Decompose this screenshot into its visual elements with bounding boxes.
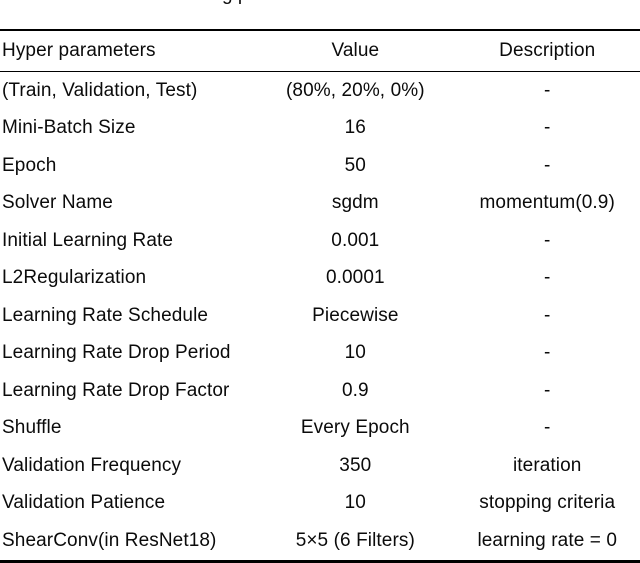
value-cell: 350 — [339, 454, 372, 476]
description-cell: - — [543, 304, 551, 326]
value-cell: sgdm — [331, 192, 379, 214]
table-row: Learning Rate Drop Factor 0.9 - — [0, 372, 640, 410]
table-row: ShearConv(in ResNet18) 5×5 (6 Filters) l… — [0, 522, 640, 561]
header-row: Hyper parameters Value Description — [0, 30, 640, 72]
description-cell: stopping criteria — [479, 492, 616, 514]
description-cell: - — [543, 342, 551, 364]
column-header-description: Description — [454, 30, 640, 72]
value-cell: 10 — [344, 492, 366, 514]
param-name-cell: Shuffle — [2, 417, 62, 439]
param-name-cell: Learning Rate Drop Period — [2, 342, 231, 364]
table-row: Learning Rate Schedule Piecewise - — [0, 297, 640, 335]
value-cell: Piecewise — [312, 304, 399, 326]
table-row: Mini-Batch Size 16 - — [0, 110, 640, 148]
value-cell: 5×5 (6 Filters) — [295, 529, 415, 551]
value-cell: (80%, 20%, 0%) — [285, 79, 425, 101]
caption-fragment-text: g p — [222, 0, 248, 6]
description-cell: - — [543, 379, 551, 401]
table-row: Initial Learning Rate 0.001 - — [0, 222, 640, 260]
param-name-cell: Validation Patience — [2, 492, 166, 514]
param-name-cell: ShearConv(in ResNet18) — [2, 529, 217, 551]
param-name-cell: Solver Name — [2, 192, 113, 214]
table-body: (Train, Validation, Test) (80%, 20%, 0%)… — [0, 72, 640, 562]
description-cell: - — [543, 417, 551, 439]
param-name-cell: (Train, Validation, Test) — [2, 79, 198, 101]
param-name-cell: L2Regularization — [2, 267, 147, 289]
table-row: Validation Patience 10 stopping criteria — [0, 485, 640, 523]
table-row: Shuffle Every Epoch - — [0, 410, 640, 448]
table-row: (Train, Validation, Test) (80%, 20%, 0%)… — [0, 72, 640, 110]
param-name-cell: Learning Rate Schedule — [2, 304, 209, 326]
value-cell: 50 — [344, 154, 366, 176]
value-cell: 10 — [344, 342, 366, 364]
table-row: Learning Rate Drop Period 10 - — [0, 335, 640, 373]
value-cell: 0.001 — [331, 229, 380, 251]
value-cell: 0.0001 — [325, 267, 385, 289]
param-name-cell: Mini-Batch Size — [2, 117, 136, 139]
value-cell: 16 — [344, 117, 366, 139]
column-header-hyper-parameters: Hyper parameters — [0, 30, 257, 72]
param-name-cell: Learning Rate Drop Factor — [2, 379, 230, 401]
value-cell: 0.9 — [341, 379, 369, 401]
table-row: Epoch 50 - — [0, 147, 640, 185]
description-cell: learning rate = 0 — [477, 529, 617, 551]
description-cell: momentum(0.9) — [479, 192, 615, 214]
param-name-cell: Epoch — [2, 154, 57, 176]
description-cell: - — [543, 229, 551, 251]
description-cell: iteration — [512, 454, 582, 476]
hyperparameters-table: Hyper parameters Value Description (Trai… — [0, 29, 640, 563]
description-cell: - — [543, 117, 551, 139]
param-name-cell: Initial Learning Rate — [2, 229, 174, 251]
table-header: Hyper parameters Value Description — [0, 30, 640, 72]
param-name-cell: Validation Frequency — [2, 454, 182, 476]
column-header-value: Value — [256, 30, 455, 72]
description-cell: - — [543, 154, 551, 176]
table-row: Validation Frequency 350 iteration — [0, 447, 640, 485]
description-cell: - — [543, 267, 551, 289]
description-cell: - — [543, 79, 551, 101]
table-row: Solver Name sgdm momentum(0.9) — [0, 185, 640, 223]
caption-fragment-clipped: g p — [0, 0, 640, 6]
table-row: L2Regularization 0.0001 - — [0, 260, 640, 298]
value-cell: Every Epoch — [300, 417, 410, 439]
